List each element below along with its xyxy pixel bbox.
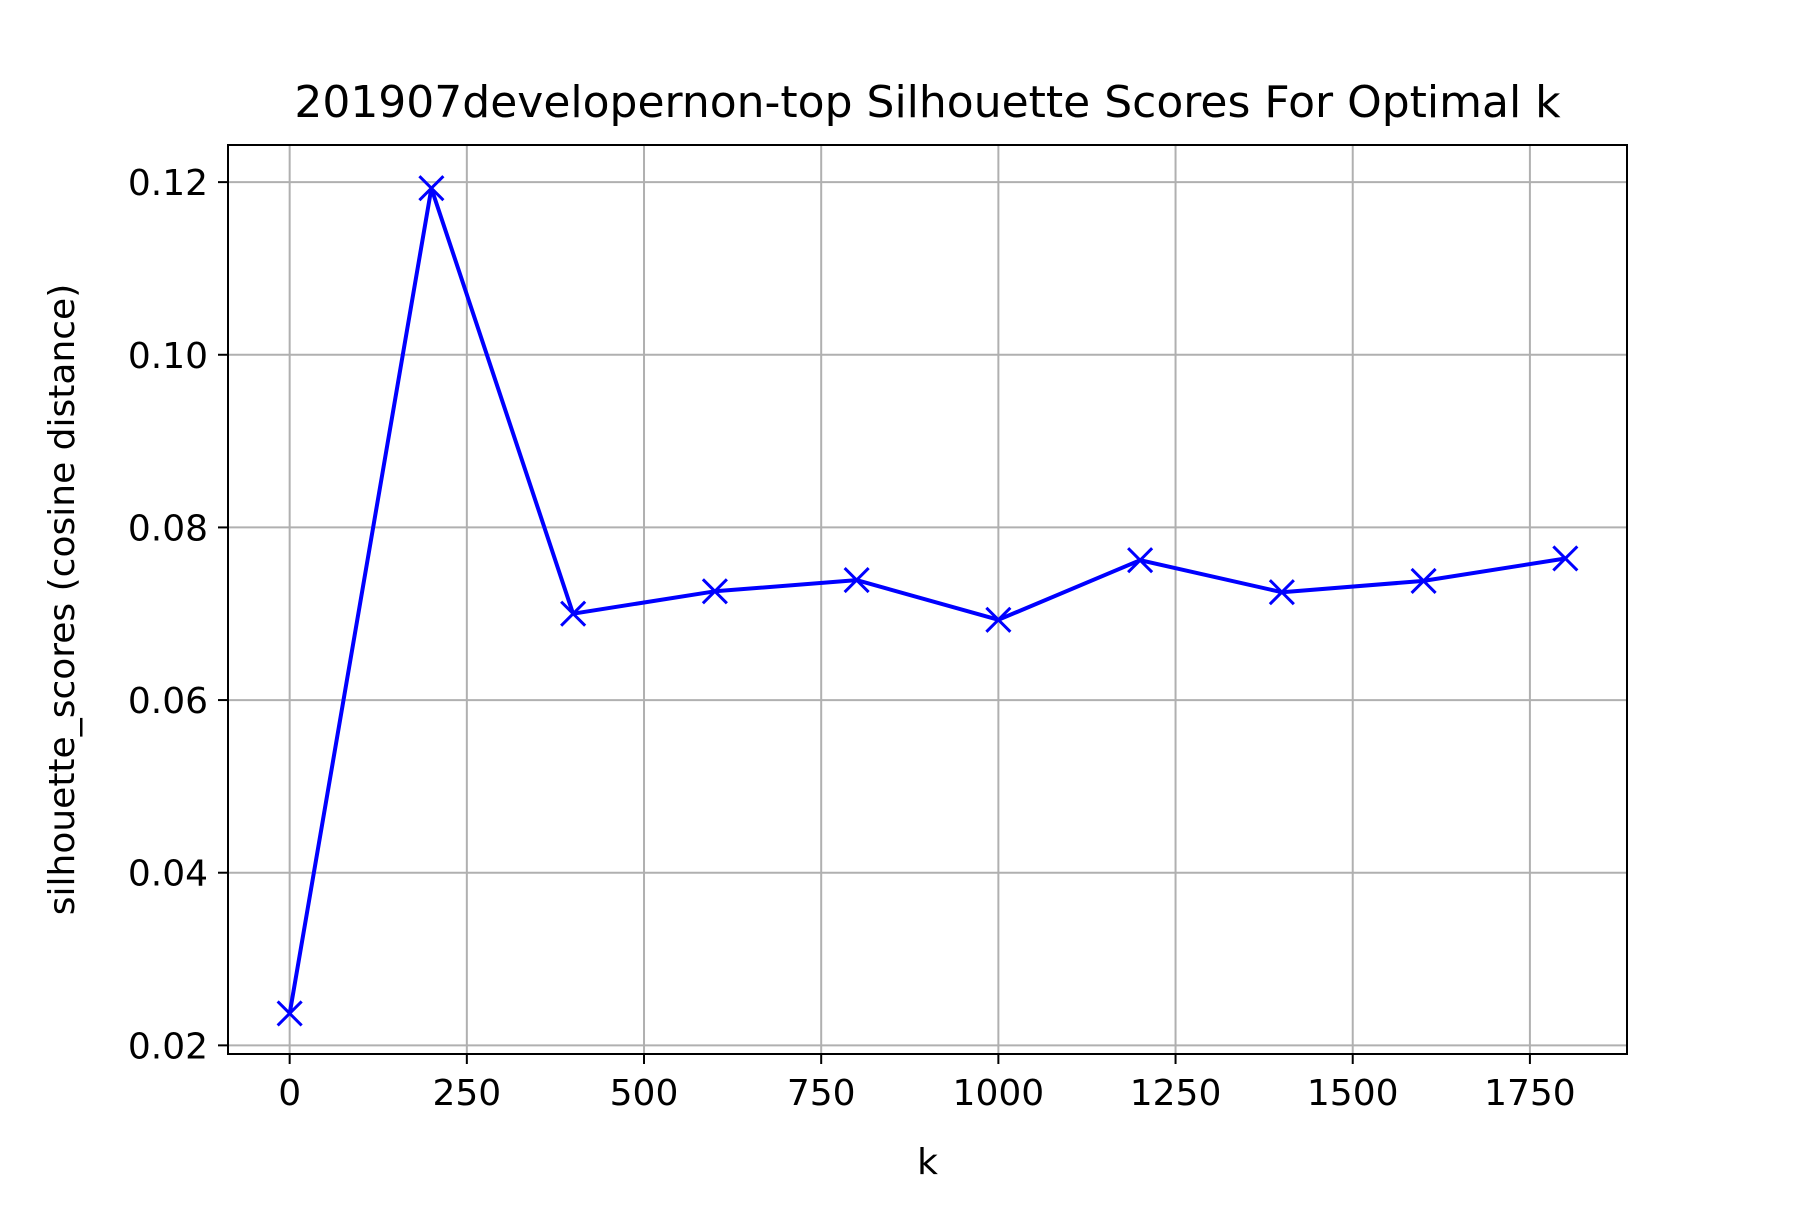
y-tick-label: 0.12 bbox=[128, 163, 208, 204]
data-point-marker bbox=[560, 600, 587, 627]
data-point-marker bbox=[1410, 567, 1437, 595]
y-tick-label: 0.08 bbox=[128, 508, 208, 549]
data-point-marker bbox=[1268, 579, 1295, 606]
y-tick-label: 0.04 bbox=[128, 854, 208, 895]
plot-frame bbox=[227, 144, 1628, 1055]
data-point-marker bbox=[418, 175, 445, 202]
series-layer bbox=[276, 175, 1579, 1027]
data-point-marker bbox=[1552, 545, 1579, 572]
data-point-marker bbox=[985, 606, 1012, 633]
data-point-marker bbox=[701, 578, 728, 605]
data-point-marker bbox=[276, 1000, 303, 1027]
x-tick-label: 0 bbox=[278, 1073, 301, 1114]
series-line bbox=[287, 186, 1566, 1014]
x-tick-label: 250 bbox=[432, 1073, 501, 1114]
x-tick-label: 500 bbox=[610, 1073, 679, 1114]
x-tick-label: 1250 bbox=[1130, 1073, 1222, 1114]
data-point-marker bbox=[1127, 547, 1154, 574]
y-tick-label: 0.06 bbox=[128, 681, 208, 722]
grid-lines bbox=[228, 145, 1627, 1054]
chart-title: 201907developernon-top Silhouette Scores… bbox=[294, 77, 1561, 128]
axis-ticks: 0 250 500 750 1000 1250 1500 1750 0.02 0.04 0.06 0.… bbox=[128, 163, 1576, 1114]
x-tick-label: 750 bbox=[787, 1073, 856, 1114]
y-axis-label: silhouette_scores (cosine distance) bbox=[42, 284, 83, 916]
x-tick-label: 1000 bbox=[953, 1073, 1045, 1114]
data-point-marker bbox=[843, 567, 870, 594]
y-tick-label: 0.10 bbox=[128, 336, 208, 377]
x-axis-label: k bbox=[917, 1142, 938, 1183]
y-tick-label: 0.02 bbox=[128, 1026, 208, 1067]
x-tick-label: 1750 bbox=[1484, 1073, 1576, 1114]
x-tick-label: 1500 bbox=[1307, 1073, 1399, 1114]
